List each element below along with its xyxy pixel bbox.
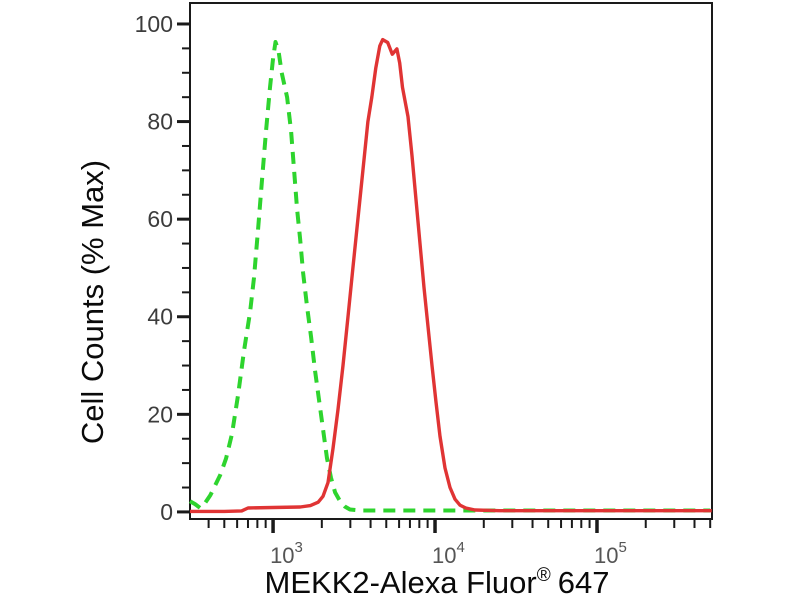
plot-area-border bbox=[189, 2, 713, 520]
y-tick-label-80: 80 bbox=[147, 109, 173, 135]
y-axis-ticks bbox=[177, 22, 190, 514]
y-tick-label-100: 100 bbox=[135, 11, 173, 37]
y-axis-title: Cell Counts (% Max) bbox=[75, 160, 110, 444]
y-axis-tick-labels: 0 20 40 60 80 100 bbox=[135, 11, 173, 525]
x-axis-ticks bbox=[207, 520, 712, 533]
x-axis-title-suffix: 647 bbox=[558, 565, 610, 600]
y-tick-label-0: 0 bbox=[160, 499, 173, 525]
y-tick-label-40: 40 bbox=[147, 304, 173, 330]
x-axis-title: MEKK2-Alexa Fluor® 647 bbox=[265, 565, 610, 600]
x-axis-tick-labels: 103 104 105 bbox=[270, 539, 627, 568]
x-tick-label-1e3: 103 bbox=[270, 539, 303, 568]
red-solid-mekk2-curve bbox=[190, 37, 712, 514]
x-axis-title-text: MEKK2-Alexa Fluor bbox=[265, 565, 537, 600]
registered-trademark-icon: ® bbox=[537, 565, 551, 586]
x-tick-label-1e5: 105 bbox=[594, 539, 627, 568]
series-curves bbox=[189, 37, 712, 514]
x-tick-label-1e4: 104 bbox=[432, 539, 465, 568]
y-tick-label-60: 60 bbox=[147, 206, 173, 232]
y-tick-label-20: 20 bbox=[147, 401, 173, 427]
